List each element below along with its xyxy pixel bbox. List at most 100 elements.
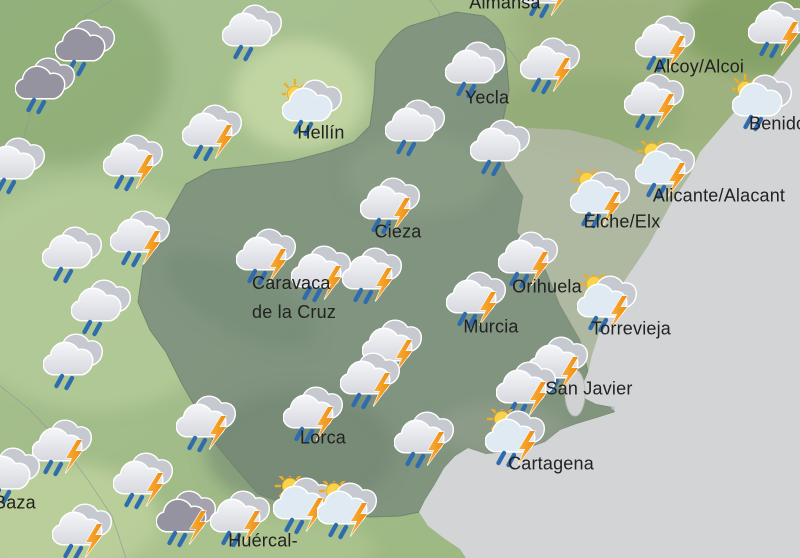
rain-drops-icon [496,450,517,468]
lightning-bolt-icon [142,230,161,265]
small-island [611,406,615,410]
weather-icon-sun-storm [485,409,551,479]
weather-icon-storm [446,270,512,340]
weather-icon-storm [52,502,118,558]
rain-drops-icon [743,114,764,132]
rain-drops-icon [581,211,602,229]
weather-icon-storm [342,246,408,316]
rain-drops-icon [759,41,780,59]
lightning-bolt-icon [550,0,564,16]
rain-drops-icon [293,119,314,137]
weather-icon-rain [445,40,511,110]
rain-drops-icon [481,159,502,177]
lightning-bolt-icon [208,415,227,450]
rain-drops-icon [396,139,417,157]
weather-icon-storm [520,36,586,106]
lightning-bolt-icon [214,124,233,159]
rain-drops-icon [529,1,550,19]
weather-icon-storm [32,418,98,488]
region-coastal-lowland [500,128,690,370]
lightning-bolt-icon [64,439,83,474]
weather-icon-sun-rain [732,73,798,143]
city-label-cieza: Cieza [374,221,422,242]
city-label-elche: Elche/Elx [583,211,661,232]
weather-icon-storm [210,489,276,558]
weather-icon-sun-storm [635,141,701,211]
rain-drops-icon [124,492,145,510]
city-label-cartagena: Cartagena [508,453,594,474]
weather-icon-sun-storm [273,476,339,546]
weather-icon-rain [470,118,536,188]
city-label-yecla: Yecla [464,87,510,108]
lightning-bolt-icon [394,339,413,374]
lightning-bolt-icon [268,248,287,283]
city-label-alicante: Alicante/Alacant [652,185,786,206]
lightning-bolt-icon [780,21,799,56]
lightning-bolt-icon [667,35,686,70]
rain-drops-icon [457,311,478,329]
lightning-bolt-icon [242,510,261,545]
weather-icon-storm-dark [156,489,222,558]
lightning-bolt-icon [315,406,334,441]
lightning-bolt-icon [135,154,154,189]
city-label-hellin: Hellín [297,122,345,143]
lightning-bolt-icon [602,191,621,226]
rain-drops-icon [114,174,135,192]
weather-icon-sun-storm [577,274,643,344]
rain-drops-icon [167,530,188,548]
weather-icon-storm [362,318,428,388]
rain-drops-icon [63,543,84,558]
city-label-line: de la Cruz [252,302,337,322]
rain-drops-icon [43,459,64,477]
rain-drops-icon [53,266,74,284]
lightning-bolt-icon [188,510,207,545]
weather-icon-storm [236,227,302,297]
city-label-orihuela: Orihuela [512,276,582,297]
weather-icon-sun-storm [317,481,383,551]
rain-drops-icon [328,522,349,540]
lightning-bolt-icon [530,251,549,286]
rain-drops-icon [646,182,667,200]
weather-icon-storm [360,176,426,246]
weather-icon-storm [340,351,406,421]
rain-drops-icon [0,177,17,195]
weather-icon-rain [42,225,108,295]
rain-drops-icon [371,217,392,235]
lightning-bolt-icon [392,197,411,232]
weather-icon-rain-dark [55,18,121,88]
weather-icon-storm [176,394,242,464]
rain-drops-icon [233,44,254,62]
rain-drops-icon [531,77,552,95]
rain-drops-icon [456,81,477,99]
lightning-bolt-icon [84,523,103,558]
weather-icon-storm [182,103,248,173]
city-label-torrevieja: Torrevieja [590,318,672,339]
rain-drops-icon [351,392,372,410]
lightning-bolt-icon [560,356,579,391]
weather-icon-storm [394,410,460,480]
city-label-almansa: Almansa [469,0,541,13]
weather-icon-storm [518,0,584,30]
weather-icon-sun-storm [570,170,636,240]
lightning-bolt-icon [528,381,547,416]
lightning-bolt-icon [145,472,164,507]
city-label-line: Caravaca [252,273,331,293]
rain-drops-icon [302,285,323,303]
city-label-huercal: Huércal- [228,530,298,551]
weather-icon-storm [283,385,349,455]
lightning-bolt-icon [656,93,675,128]
rain-drops-icon [247,268,268,286]
city-label-benidorm: Benidorm [749,113,800,134]
weather-icon-rain [0,446,46,516]
sea [419,42,800,558]
city-label-lorca: Lorca [299,427,347,448]
city-label-alcoy: Alcoy/Alcoi [653,56,745,77]
weather-icon-rain [0,136,51,206]
city-label-caravaca: Caravaca de la Cruz [252,269,336,327]
lightning-bolt-icon [374,267,393,302]
weather-icon-rain [71,278,137,348]
weather-icon-storm [103,133,169,203]
weather-icon-storm [291,244,357,314]
rain-drops-icon [294,426,315,444]
